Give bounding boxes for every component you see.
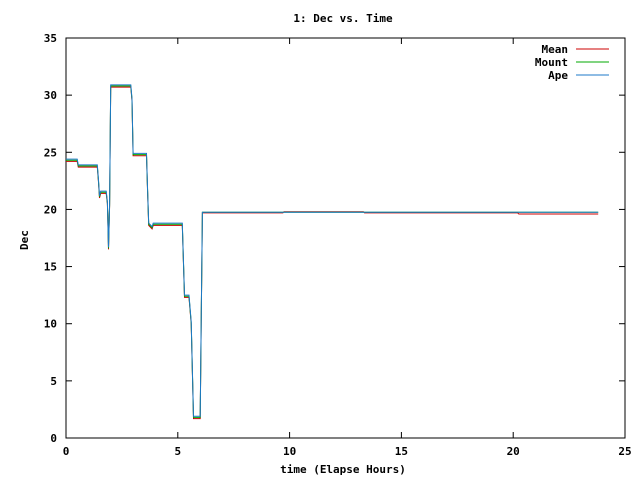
y-tick-label: 35	[44, 32, 57, 45]
x-axis-label: time (Elapse Hours)	[280, 463, 406, 476]
legend-label-mount: Mount	[535, 56, 568, 69]
y-axis-label: Dec	[18, 230, 31, 250]
y-tick-label: 20	[44, 203, 57, 216]
series-line-mount	[66, 85, 599, 418]
x-tick-label: 5	[174, 445, 181, 458]
x-tick-label: 15	[395, 445, 408, 458]
x-tick-label: 20	[507, 445, 520, 458]
y-tick-label: 30	[44, 89, 57, 102]
x-tick-label: 10	[283, 445, 296, 458]
series-line-ape	[66, 84, 599, 417]
chart-title: 1: Dec vs. Time	[293, 12, 393, 25]
y-tick-label: 5	[50, 375, 57, 388]
x-tick-label: 0	[63, 445, 70, 458]
series-line-mean	[66, 86, 599, 420]
legend-label-ape: Ape	[548, 69, 568, 82]
y-tick-label: 15	[44, 261, 57, 274]
plot-frame	[65, 37, 626, 439]
y-tick-label: 0	[50, 432, 57, 445]
legend-label-mean: Mean	[542, 43, 569, 56]
y-tick-label: 25	[44, 146, 57, 159]
x-tick-label: 25	[618, 445, 631, 458]
y-tick-label: 10	[44, 318, 57, 331]
